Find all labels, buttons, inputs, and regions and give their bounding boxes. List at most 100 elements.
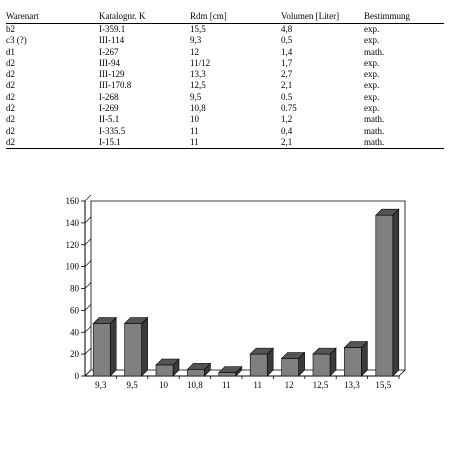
bar — [312, 353, 331, 377]
table-cell: d2 — [6, 69, 15, 80]
data-table-container: Warenart Katalognr. K Rdm [cm] Volumen [… — [6, 11, 444, 150]
table-row: d2 III-170.8 12,5 2,1 exp. — [6, 80, 444, 91]
table-row: d2 III-94 11/12 1,7 exp. — [6, 58, 444, 69]
chart-back-wall — [90, 200, 406, 370]
table-cell: exp. — [364, 103, 380, 114]
table-row: d2 I-269 10,8 0.75 exp. — [6, 103, 444, 114]
x-tick-label: 10,8 — [187, 380, 203, 390]
table-cell: math. — [364, 125, 385, 136]
x-tick-label: 12,5 — [313, 380, 329, 390]
bar — [124, 323, 142, 377]
table-cell: III-94 — [99, 57, 120, 68]
y-tick-depth — [84, 369, 92, 377]
bar — [281, 358, 299, 377]
table-cell: d2 — [6, 103, 15, 114]
table-cell: 2,7 — [281, 69, 293, 80]
x-tick-label: 9,3 — [95, 380, 107, 390]
table-cell: exp. — [364, 35, 380, 46]
table-cell: 11 — [190, 125, 199, 136]
table-cell: 0.5 — [281, 91, 293, 102]
bar-side — [109, 316, 117, 377]
y-tick-label: 0 — [75, 371, 80, 381]
table-cell: 2,1 — [281, 80, 293, 91]
y-tick-label: 40 — [70, 327, 80, 337]
table-row: b2 I-359.1 15,5 4,8 exp. — [6, 24, 444, 36]
y-tick-label: 120 — [66, 240, 80, 250]
table-cell: 4,8 — [281, 24, 293, 34]
bar — [92, 323, 111, 377]
table-cell: exp. — [364, 69, 380, 80]
table-cell: d2 — [6, 125, 15, 136]
table-cell: 9,3 — [190, 35, 202, 46]
table-cell: d2 — [6, 80, 15, 91]
table-row: d2 II-5.1 10 1,2 math. — [6, 114, 444, 125]
table-cell: I-359.1 — [99, 24, 126, 34]
column-header-bestimmung: Bestimmung — [364, 11, 444, 24]
table-cell: math. — [364, 136, 444, 150]
table-cell: exp. — [364, 24, 380, 34]
y-tick-label: 20 — [70, 349, 80, 359]
table-cell: math. — [364, 114, 385, 125]
y-tick-depth — [84, 304, 92, 311]
bar-side — [141, 316, 148, 377]
table-cell: 11/12 — [190, 57, 211, 68]
table-cell: 12,5 — [190, 80, 206, 91]
table-row: d1 I-267 12 1,4 math. — [6, 47, 444, 58]
table-row: c3 (?) III-114 9,3 0,5 exp. — [6, 35, 444, 46]
bar — [249, 353, 268, 377]
table-cell: I-267 — [99, 46, 119, 57]
table-cell: 1,2 — [281, 114, 293, 125]
table-cell: III-129 — [99, 69, 125, 80]
table-header-row: Warenart Katalognr. K Rdm [cm] Volumen [… — [6, 11, 444, 24]
y-tick-depth — [84, 282, 92, 289]
x-tick-label: 12 — [285, 380, 294, 390]
y-tick-label: 80 — [70, 284, 80, 294]
table-row: d2 I-268 9,5 0.5 exp. — [6, 92, 444, 103]
y-tick-depth — [84, 347, 92, 355]
table-cell: I-268 — [99, 91, 119, 102]
x-tick-label: 13,3 — [344, 380, 360, 390]
table-cell: 1,7 — [281, 57, 293, 68]
column-header-katalognr: Katalognr. K — [99, 11, 190, 24]
table-body: b2 I-359.1 15,5 4,8 exp. c3 (?) III-114 9,3 0,5 e… — [6, 24, 444, 150]
table-cell: c3 (?) — [6, 35, 27, 46]
bar-side — [392, 208, 400, 377]
table-cell: 10 — [190, 114, 199, 125]
table-cell: 0,5 — [281, 35, 293, 46]
table-cell: exp. — [364, 91, 380, 102]
bar — [155, 364, 174, 377]
table-cell: 9,5 — [190, 91, 202, 102]
y-tick-depth — [84, 216, 92, 224]
table-cell: b2 — [6, 24, 15, 34]
y-tick-depth — [84, 326, 92, 333]
table-cell: III-114 — [99, 35, 125, 46]
column-header-volumen: Volumen [Liter] — [281, 11, 364, 24]
table-cell: d2 — [6, 136, 99, 150]
y-tick-depth — [84, 194, 92, 202]
table-cell: 0,4 — [281, 125, 293, 136]
table-cell: d1 — [6, 46, 15, 57]
y-tick-depth — [84, 260, 92, 267]
table-cell: exp. — [364, 57, 380, 68]
table-cell: 10,8 — [190, 103, 206, 114]
y-tick-label: 60 — [70, 305, 80, 315]
table-cell: d2 — [6, 114, 15, 125]
table-cell: exp. — [364, 80, 380, 91]
table-cell: 2,1 — [281, 136, 364, 150]
y-tick-label: 140 — [66, 218, 80, 228]
table-cell: 12 — [190, 46, 199, 57]
table-row: d2 I-335.5 11 0,4 math. — [6, 126, 444, 137]
table-cell: I-15.1 — [99, 136, 190, 150]
x-tick-label: 9,5 — [126, 380, 138, 390]
table-cell: I-335.5 — [99, 125, 126, 136]
y-tick-label: 100 — [66, 262, 80, 272]
bar — [344, 347, 362, 377]
x-tick-label: 11 — [222, 380, 231, 390]
table-cell: 15,5 — [190, 24, 206, 34]
table-cell: 13,3 — [190, 69, 206, 80]
data-table: Warenart Katalognr. K Rdm [cm] Volumen [… — [6, 11, 444, 150]
table-cell: d2 — [6, 57, 15, 68]
column-header-rdm: Rdm [cm] — [190, 11, 281, 24]
y-tick-depth — [84, 238, 92, 245]
